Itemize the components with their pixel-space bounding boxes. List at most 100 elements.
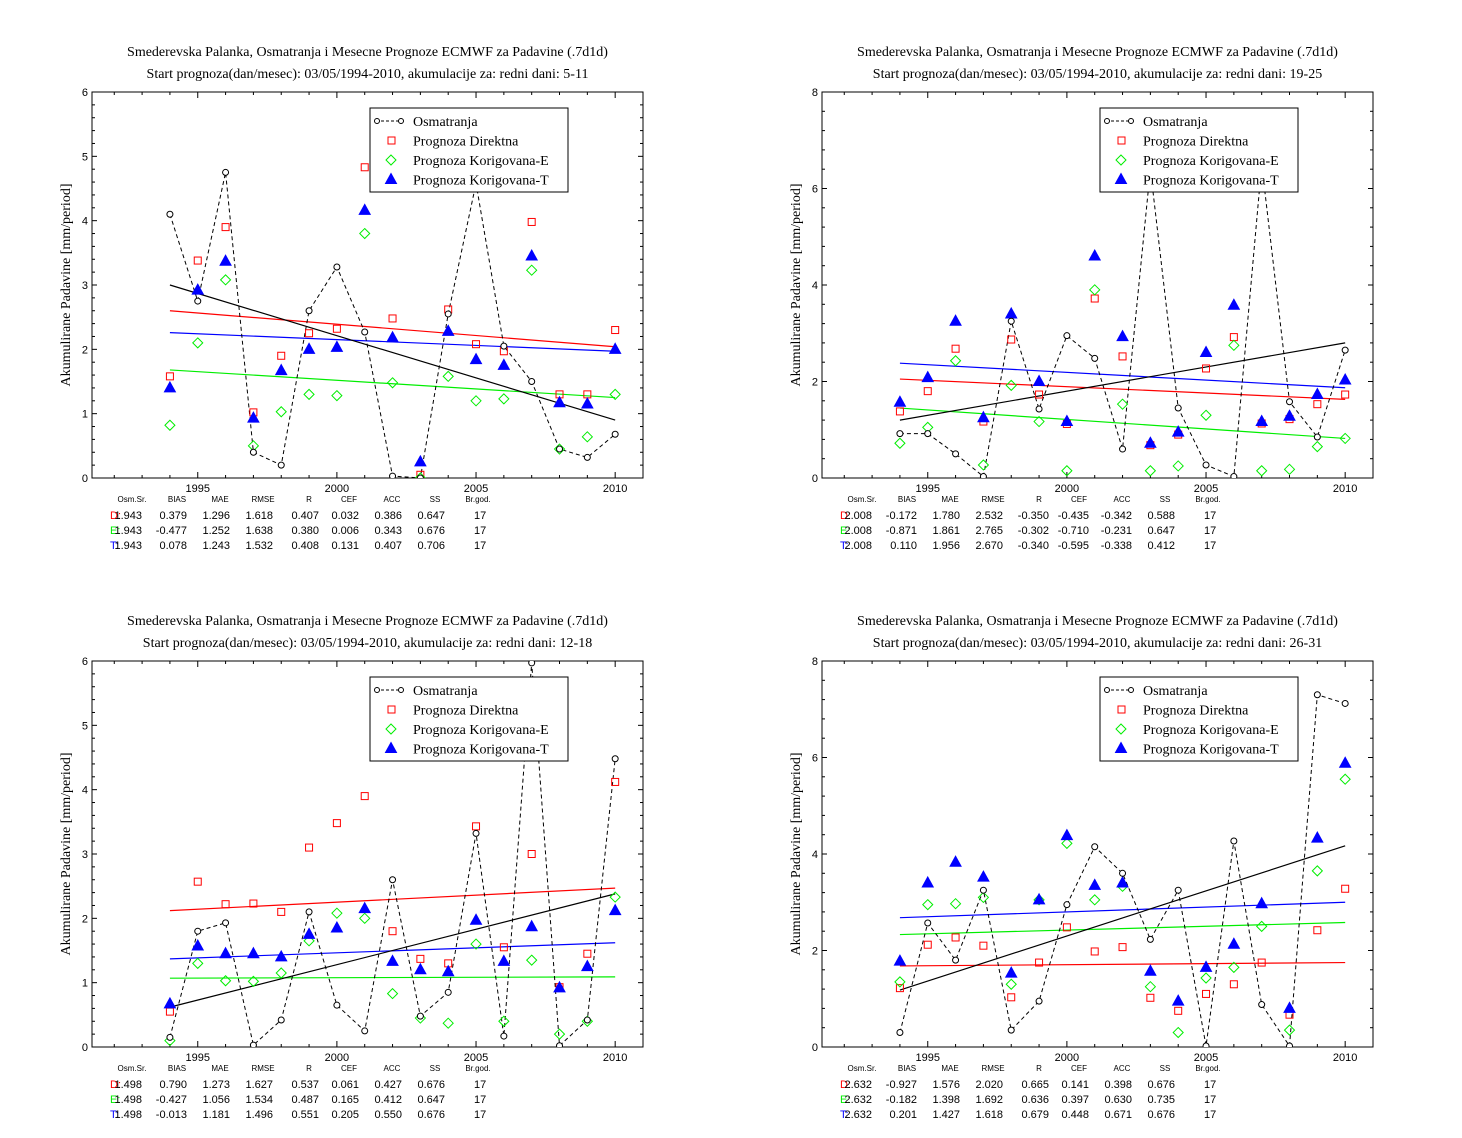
legend-marker-observed <box>1104 687 1110 693</box>
y-tick-label: 0 <box>812 473 818 485</box>
stats-value: 0.379 <box>159 510 187 522</box>
point-corr-e <box>1200 409 1212 421</box>
point-direct <box>1341 884 1350 893</box>
stats-value: -0.427 <box>156 1094 187 1106</box>
point-corr-t <box>414 454 427 467</box>
point-observed <box>277 1016 285 1024</box>
stats-value: 0.676 <box>417 1109 445 1121</box>
point-corr-e <box>894 976 906 988</box>
point-corr-e <box>1283 1024 1296 1036</box>
legend-marker-corr-e <box>1115 723 1127 735</box>
point-direct <box>277 351 286 360</box>
point-corr-t <box>1310 831 1324 843</box>
point-corr-t <box>1004 966 1018 978</box>
stats-value: 2.632 <box>844 1094 872 1106</box>
stats-value: 0.165 <box>331 1094 359 1106</box>
point-corr-t <box>191 938 205 951</box>
point-corr-t <box>1060 414 1074 427</box>
point-observed <box>1091 843 1099 851</box>
point-corr-e <box>303 935 315 947</box>
stats-value: 0.735 <box>1147 1094 1175 1106</box>
stats-header: CEF <box>341 1064 357 1073</box>
observed-line <box>899 694 1346 1047</box>
legend-label: Prognoza Korigovana-E <box>1143 723 1279 738</box>
stats-header: Br.god. <box>465 495 490 504</box>
point-corr-t <box>330 920 344 933</box>
point-observed <box>444 310 452 318</box>
point-corr-t <box>525 919 539 932</box>
observed-line <box>169 172 616 478</box>
stats-header: Osm.Sr. <box>118 1064 147 1073</box>
stats-value: 17 <box>474 1109 486 1121</box>
point-corr-e <box>609 891 621 903</box>
stats-header: R <box>1036 1064 1042 1073</box>
point-direct <box>221 900 230 909</box>
trend-line-direct <box>899 378 1346 400</box>
stats-value: 1.532 <box>245 540 273 552</box>
y-tick-label: 5 <box>82 720 88 732</box>
stats-header: R <box>306 495 312 504</box>
point-corr-t <box>893 954 907 966</box>
stats-value: -0.927 <box>886 1079 917 1091</box>
point-corr-t <box>1310 387 1324 400</box>
stats-value: 0.636 <box>1021 1094 1049 1106</box>
stats-value: 0.676 <box>417 525 445 537</box>
stats-value: 0.408 <box>291 540 319 552</box>
point-observed <box>166 1033 174 1041</box>
point-direct <box>1062 923 1071 932</box>
stats-value: 0.665 <box>1021 1079 1049 1091</box>
point-corr-e <box>192 957 204 970</box>
stats-value: -0.342 <box>1101 510 1132 522</box>
stats-value: 0.487 <box>291 1094 319 1106</box>
y-tick-label: 0 <box>812 1042 818 1054</box>
trend-line-obs <box>169 284 616 421</box>
stats-value: -0.182 <box>886 1094 917 1106</box>
x-tick-label: 1995 <box>916 1052 940 1064</box>
point-corr-e <box>386 987 399 1000</box>
point-direct <box>499 943 508 952</box>
stats-value: 0.380 <box>291 525 319 537</box>
point-corr-t <box>1255 414 1269 427</box>
x-tick-label: 1995 <box>186 483 210 495</box>
stats-value: 0.032 <box>331 510 359 522</box>
stats-value: -0.013 <box>156 1109 187 1121</box>
chart-panel-4: Smederevska Palanka, Osmatranja i Mesecn… <box>789 614 1374 1121</box>
plot-area <box>893 160 1352 478</box>
stats-value: 17 <box>1204 1109 1216 1121</box>
point-corr-t <box>1116 875 1129 888</box>
y-tick-label: 0 <box>82 1042 88 1054</box>
point-direct <box>1035 958 1044 967</box>
stats-value: 1.618 <box>245 510 273 522</box>
legend-marker-direct <box>1117 136 1126 145</box>
legend-marker-direct <box>387 705 396 714</box>
point-observed <box>194 927 202 935</box>
stats-value: 1.576 <box>932 1079 960 1091</box>
stats-value: 0.006 <box>331 525 359 537</box>
point-observed <box>556 1042 564 1047</box>
x-tick-label: 2005 <box>1194 483 1218 495</box>
stats-value: 0.061 <box>331 1079 359 1091</box>
stats-table: Osm.Sr. BIAS MAE RMSE R CEF ACC SS Br.god.D:1.94… <box>110 495 491 552</box>
legend-label: Prognoza Korigovana-T <box>1143 174 1279 189</box>
point-corr-t <box>1338 756 1352 768</box>
stats-value: 2.020 <box>975 1079 1003 1091</box>
point-direct <box>611 777 620 786</box>
trend-line-corrT <box>899 362 1346 389</box>
point-corr-e <box>1061 465 1073 477</box>
stats-value: 1.252 <box>202 525 230 537</box>
y-tick-label: 8 <box>812 656 818 668</box>
point-observed <box>611 430 619 438</box>
legend-marker-observed <box>1104 118 1110 124</box>
y-tick-label: 2 <box>812 946 818 958</box>
chart-subtitle: Start prognoza(dan/mesec): 03/05/1994-20… <box>873 636 1322 651</box>
stats-value: 2.008 <box>844 540 872 552</box>
point-direct <box>360 163 369 172</box>
stats-value: 0.706 <box>417 540 445 552</box>
x-tick-label: 1995 <box>186 1052 210 1064</box>
point-observed <box>1063 901 1071 909</box>
point-direct <box>332 324 341 333</box>
point-direct <box>1090 947 1099 956</box>
point-corr-e <box>331 907 343 919</box>
y-axis-label: Akumulirane Padavine [mm/period] <box>789 184 804 387</box>
point-corr-t <box>1199 345 1213 358</box>
